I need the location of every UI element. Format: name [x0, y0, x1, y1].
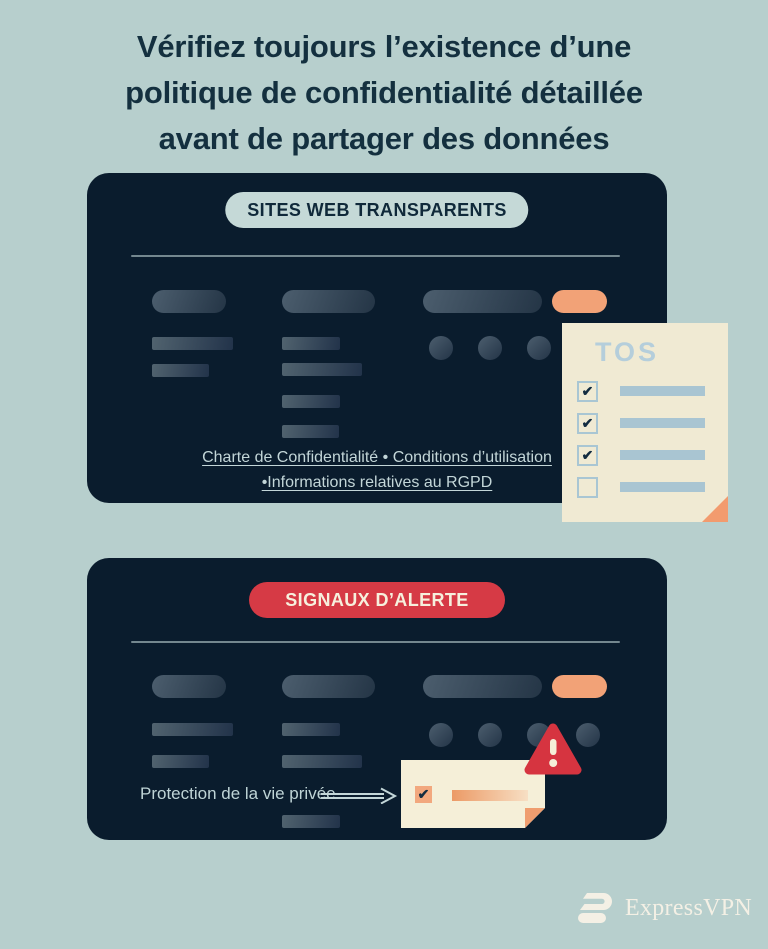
placeholder-bar [282, 425, 339, 438]
warning-triangle-icon [524, 723, 582, 775]
highlighted-clause-bar [452, 790, 528, 801]
placeholder-bar [282, 815, 340, 828]
arrow-icon [321, 787, 398, 804]
alert-signals-badge: SIGNAUX D’ALERTE [249, 582, 505, 618]
placeholder-bar [620, 450, 705, 460]
expressvpn-logo-icon [578, 893, 612, 923]
tos-checklist-row [577, 477, 717, 498]
accent-pill [552, 290, 607, 313]
placeholder-pill [152, 675, 226, 698]
tos-document: TOS ✔ ✔ ✔ [562, 323, 728, 522]
policy-links-line2: •Informations relatives au RGPD [261, 474, 493, 491]
policy-links: Charte de Confidentialité • Conditions d… [87, 445, 667, 495]
placeholder-pill [152, 290, 226, 313]
placeholder-bar [282, 755, 362, 768]
placeholder-bar [620, 482, 705, 492]
placeholder-dot [576, 723, 600, 747]
placeholder-dot [527, 336, 551, 360]
privacy-callout-card: ✔ [401, 760, 545, 828]
tos-checkbox [577, 477, 598, 498]
placeholder-dot [478, 723, 502, 747]
headline-line3: avant de partager des données [158, 121, 610, 156]
policy-links-line1: Charte de Confidentialité • Conditions d… [202, 449, 552, 466]
placeholder-bar [152, 723, 233, 736]
placeholder-bar [282, 395, 340, 408]
divider-line [131, 641, 620, 643]
placeholder-pill [282, 675, 375, 698]
placeholder-dot [478, 336, 502, 360]
page-fold-icon [702, 496, 728, 522]
placeholder-bar [152, 337, 233, 350]
expressvpn-wordmark: ExpressVPN [625, 894, 752, 921]
placeholder-bar [620, 386, 705, 396]
expressvpn-logo: ExpressVPN [576, 892, 752, 924]
placeholder-dot [429, 336, 453, 360]
headline-line2: politique de confidentialité détaillée [125, 75, 643, 110]
placeholder-pill [423, 675, 542, 698]
placeholder-pill [282, 290, 375, 313]
headline: Vérifiez toujours l’existence d’une poli… [0, 24, 768, 162]
browser-card-alert: SIGNAUX D’ALERTE Protection de la vie pr… [87, 558, 667, 840]
tos-checkbox: ✔ [577, 413, 598, 434]
tos-checkbox: ✔ [577, 445, 598, 466]
transparent-sites-badge: SITES WEB TRANSPARENTS [225, 192, 529, 228]
tos-checkbox: ✔ [577, 381, 598, 402]
placeholder-pill [423, 290, 542, 313]
placeholder-bar [152, 364, 209, 377]
placeholder-bar [282, 723, 340, 736]
headline-line1: Vérifiez toujours l’existence d’une [136, 29, 632, 64]
privacy-policy-label: Protection de la vie privée [140, 784, 336, 803]
tos-checklist-row: ✔ [577, 381, 717, 402]
placeholder-dot [429, 723, 453, 747]
tos-checklist-row: ✔ [577, 445, 717, 466]
placeholder-bar [282, 337, 340, 350]
page-fold-icon [525, 808, 545, 828]
placeholder-bar [282, 363, 362, 376]
placeholder-bar [620, 418, 705, 428]
tos-document-title: TOS [595, 337, 660, 367]
divider-line [131, 255, 620, 257]
tos-checklist-row: ✔ [577, 413, 717, 434]
accent-pill [552, 675, 607, 698]
placeholder-bar [152, 755, 209, 768]
checked-checkbox: ✔ [415, 786, 432, 803]
